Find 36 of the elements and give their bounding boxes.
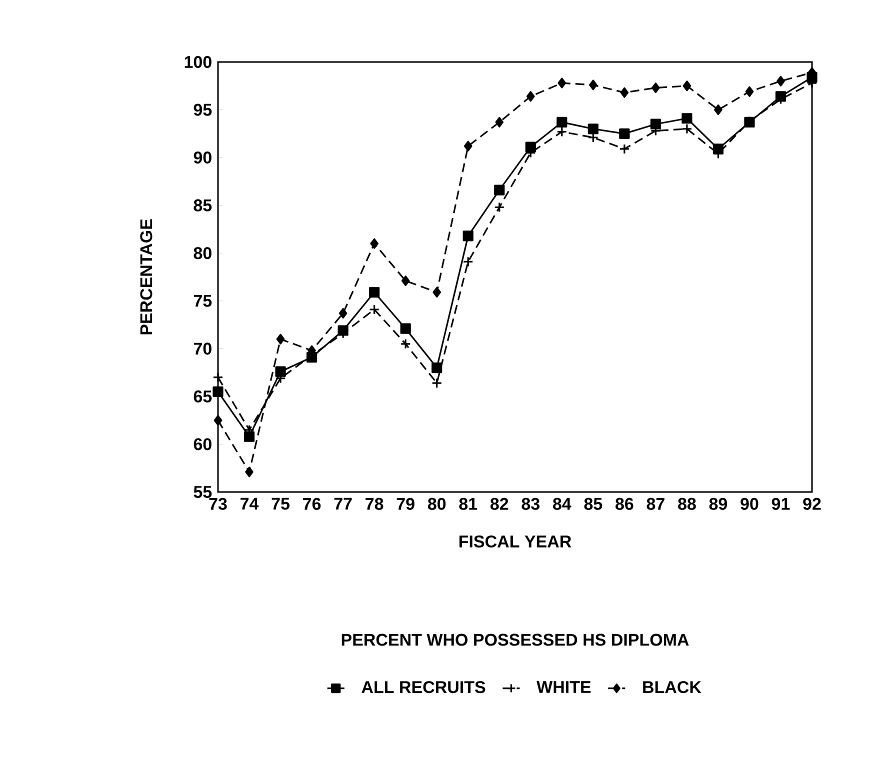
y-tick-label: 60 — [194, 438, 212, 450]
x-tick-label: 73 — [209, 498, 227, 510]
x-tick-label: 79 — [396, 498, 414, 510]
x-tick-label: 90 — [740, 498, 758, 510]
x-tick-label: 92 — [803, 498, 821, 510]
x-tick-label: 82 — [490, 498, 508, 510]
x-tick-label: 91 — [772, 498, 790, 510]
x-tick-label: 74 — [240, 498, 259, 510]
legend-label: BLACK — [643, 681, 702, 694]
y-tick-label: 75 — [194, 294, 212, 307]
y-tick-label: 70 — [194, 342, 212, 355]
x-tick-label: 77 — [334, 498, 352, 510]
x-tick-label: 85 — [584, 498, 602, 510]
x-tick-label: 81 — [459, 498, 478, 510]
x-tick-label: 80 — [428, 498, 446, 510]
y-axis-title: PERCENTAGE — [140, 219, 152, 334]
y-tick-label: 85 — [194, 199, 212, 212]
x-tick-label: 86 — [616, 498, 634, 510]
y-tick-label: 90 — [194, 152, 212, 164]
x-tick-label: 78 — [366, 498, 384, 510]
x-tick-label: 75 — [272, 498, 290, 510]
y-tick-label: 65 — [194, 390, 212, 402]
x-tick-label: 83 — [522, 498, 540, 510]
y-tick-label: 80 — [194, 247, 212, 260]
text: PERCENT WHO POSSESSED HS DIPLOMA — [342, 634, 689, 646]
y-tick-label: 95 — [194, 104, 212, 116]
y-tick-label: 55 — [194, 486, 212, 498]
x-axis-title: FISCAL YEAR — [459, 535, 572, 548]
x-tick-label: 88 — [678, 498, 696, 510]
x-tick-label: 84 — [552, 498, 572, 510]
legend-label: ALL RECRUITS — [362, 681, 486, 694]
x-tick-label: 76 — [303, 498, 321, 510]
x-tick-label: 87 — [646, 498, 664, 510]
legend-label: WHITE — [536, 681, 591, 693]
x-tick-label: 89 — [709, 498, 728, 510]
y-tick-label: 100 — [184, 56, 212, 68]
